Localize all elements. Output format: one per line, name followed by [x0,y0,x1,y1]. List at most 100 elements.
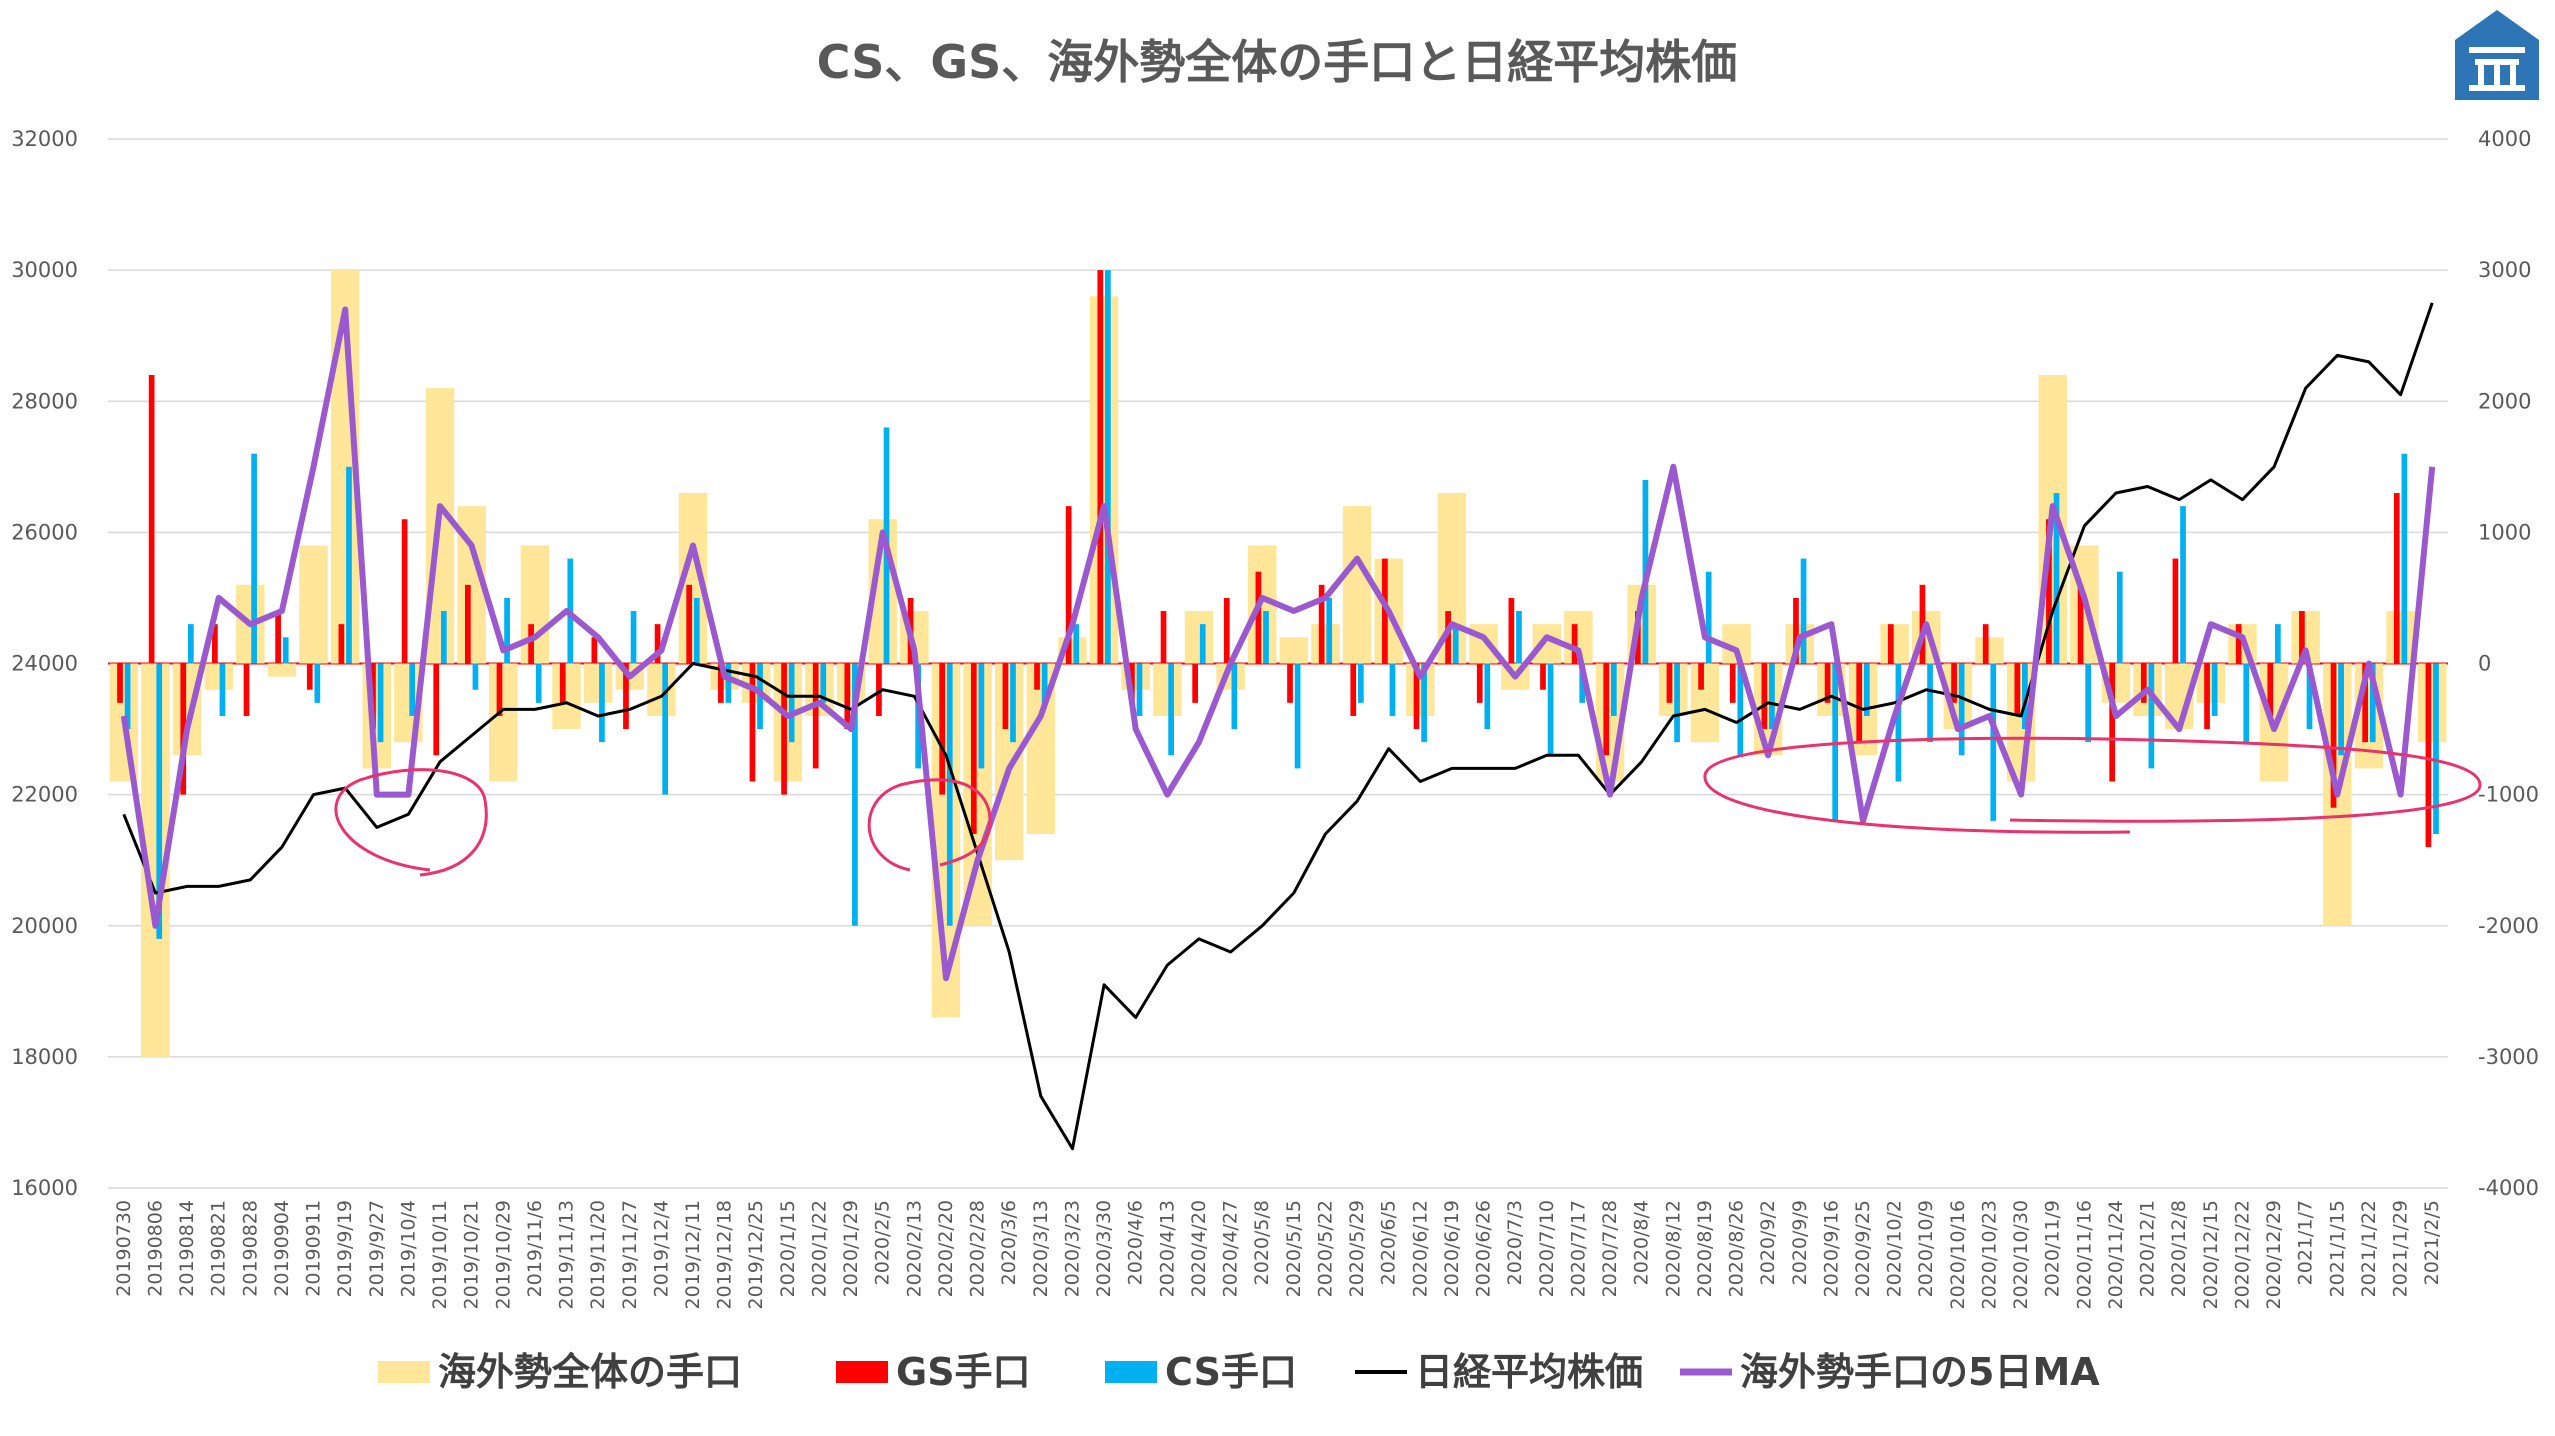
bar [1263,611,1269,664]
bar [1342,506,1372,664]
bar [528,624,534,664]
x-tick-label: 2020/7/10 [1536,1200,1558,1297]
bar [219,663,226,716]
bar [1990,663,1997,821]
bar [1958,663,1965,756]
x-tick-label: 2020/1/29 [840,1200,862,1297]
x-tick-label: 2020/4/27 [1220,1200,1242,1297]
bar [1951,663,1957,703]
bar [275,611,281,664]
bar [552,663,581,730]
right-tick-label: 3000 [2478,258,2531,282]
bar [630,611,637,664]
bar [1326,597,1333,664]
x-tick-label: 2020/11/24 [2105,1200,2127,1310]
bar [717,663,724,703]
bar [599,663,605,743]
x-tick-label: 2020/7/3 [1504,1200,1526,1285]
bar [1856,663,1863,743]
x-tick-label: 2020/9/9 [1789,1200,1811,1285]
bar [504,597,510,664]
bar [1927,663,1933,743]
legend-label: GS手口 [896,1350,1031,1394]
bar [693,597,700,664]
left-tick-label: 30000 [11,258,78,282]
bar [2085,663,2091,743]
annotation-circles [334,736,2482,877]
bar [2267,663,2274,716]
x-tick-label: 2020/10/2 [1884,1200,1906,1297]
bar [1674,663,1680,743]
bar [1184,611,1214,664]
x-tick-label: 2020/11/9 [2042,1200,2064,1297]
bar [1199,624,1206,664]
x-tick-label: 2020/7/17 [1567,1200,1589,1297]
bar [1168,663,1174,756]
x-tick-label: 2019/10/4 [397,1200,419,1297]
bar [1255,571,1262,664]
bar [781,663,787,795]
x-tick-label: 2019/12/11 [682,1200,704,1310]
x-tick-label: 2020/3/23 [1061,1200,1083,1297]
bar [978,663,985,769]
legend-label: CS手口 [1165,1350,1297,1394]
right-axis-ticks: -4000 -3000 -2000 -1000 0 1000 2000 3000 4000 [2478,127,2539,1200]
bar [2046,519,2052,664]
x-tick-label: 2021/1/7 [2295,1200,2317,1285]
bar [1761,663,1768,730]
right-tick-label: -3000 [2478,1045,2539,1069]
bar [1863,663,1870,716]
bar [377,663,384,743]
right-tick-label: 4000 [2478,127,2531,151]
bar [243,663,250,716]
right-tick-label: 1000 [2478,520,2531,544]
bar [852,663,858,926]
bar [2243,663,2250,743]
x-tick-label: 2020/3/6 [998,1200,1020,1285]
bar [520,545,550,664]
bar [267,663,297,677]
bar [1160,611,1167,664]
left-axis-ticks: 16000 18000 20000 22000 24000 26000 28000 30000… [11,127,78,1200]
x-tick-label: 2020/8/26 [1726,1200,1748,1297]
bar [2417,663,2447,743]
x-tick-label: 2020/12/15 [2200,1200,2222,1310]
bar [591,637,598,664]
bar [1223,597,1230,664]
bar [314,663,321,703]
bar [1484,663,1491,730]
bar [1010,663,1016,743]
bar [970,663,977,834]
x-tick-label: 2020/9/25 [1852,1200,1874,1297]
bar [1975,637,2004,664]
bar [686,584,693,664]
lines-layer [120,302,2436,1151]
x-tick-label: 2020/3/13 [1030,1200,1052,1297]
bar [1073,624,1080,664]
x-tick-label: 2020/12/29 [2263,1200,2285,1310]
bar [1065,506,1072,664]
x-tick-label: 2020/2/5 [872,1200,894,1285]
bar [2140,663,2147,703]
annotation-circle-1 [334,768,488,877]
bar [2077,584,2084,664]
bar [2172,558,2179,664]
x-tick-label: 2020/1/15 [777,1200,799,1297]
bar [773,663,803,782]
bar [876,663,882,716]
bar [1508,597,1515,664]
x-tick-label: 20190821 [208,1200,230,1297]
bar [1136,663,1143,716]
x-axis-ticks: 20190730 20190806 20190814 20190821 20190828… [113,1200,2443,1310]
legend-label: 日経平均株価 [1415,1350,1643,1394]
x-tick-label: 2019/10/11 [429,1200,451,1310]
bar [2196,663,2226,703]
bar [2148,663,2155,769]
x-tick-label: 2020/6/5 [1378,1200,1400,1285]
bar [2338,663,2344,756]
bar [647,663,676,716]
bar [180,663,187,795]
left-tick-label: 18000 [11,1045,78,1069]
bar [1105,270,1111,664]
x-tick-label: 20190730 [113,1200,135,1297]
